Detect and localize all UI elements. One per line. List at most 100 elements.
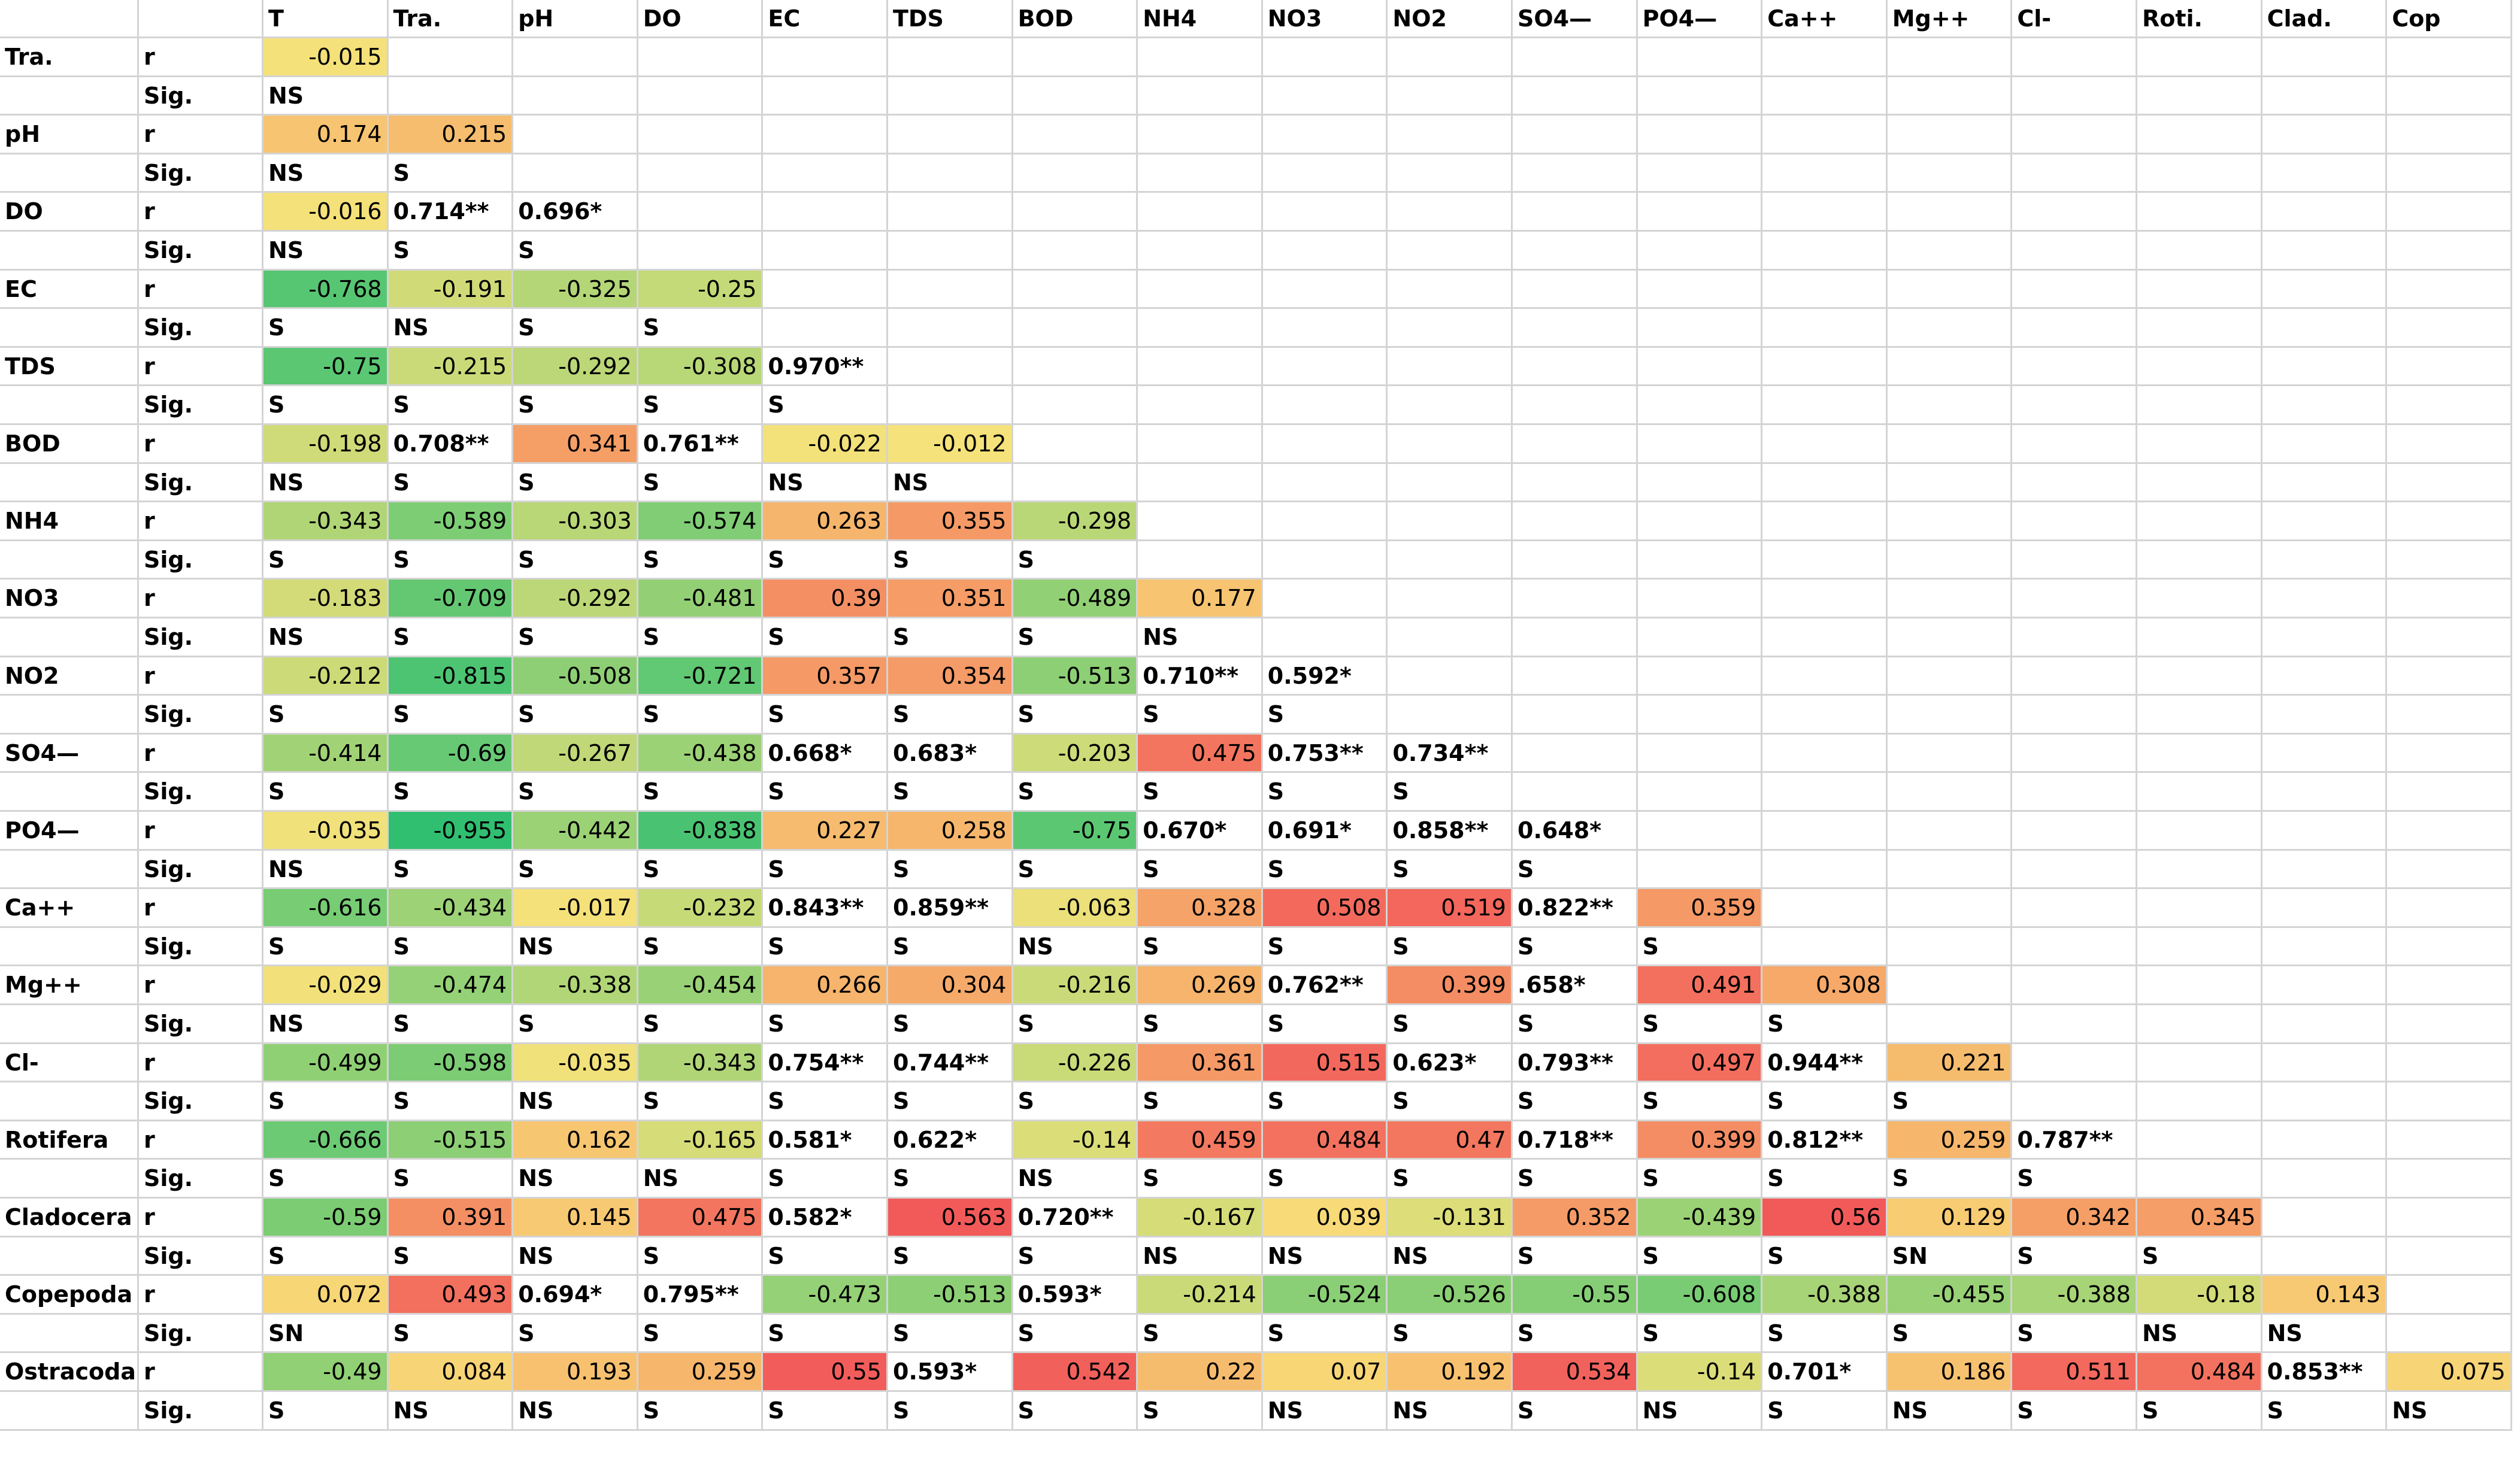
empty-cell — [2012, 232, 2137, 271]
correlation-value: -0.481 — [638, 580, 764, 618]
correlation-value: 0.753** — [1262, 734, 1388, 774]
empty-cell — [1762, 812, 1888, 851]
significance-value: S — [1887, 1160, 2013, 1199]
empty-cell — [1388, 116, 1513, 154]
row-label: NO2 — [0, 657, 139, 696]
stat-label-r: r — [139, 657, 263, 696]
empty-cell — [2262, 1160, 2388, 1199]
correlation-value: -0.029 — [263, 966, 389, 1005]
row-label-blank — [0, 154, 139, 193]
empty-cell — [888, 193, 1013, 232]
empty-cell — [2012, 1005, 2137, 1044]
empty-cell — [2387, 773, 2512, 812]
correlation-value: -0.063 — [1013, 889, 1138, 928]
empty-cell — [2387, 966, 2512, 1005]
empty-cell — [1637, 38, 1763, 77]
correlation-value: -0.14 — [1013, 1121, 1138, 1160]
empty-cell — [2387, 193, 2512, 232]
empty-cell — [2387, 657, 2512, 696]
significance-value: S — [1138, 773, 1263, 812]
empty-cell — [1637, 386, 1763, 425]
empty-cell — [1013, 386, 1138, 425]
row-label-blank — [0, 850, 139, 890]
stat-label-sig: Sig. — [139, 154, 263, 193]
empty-cell — [2387, 77, 2512, 116]
significance-value: NS — [513, 1237, 638, 1276]
correlation-value: 0.859** — [888, 889, 1013, 928]
empty-cell — [2012, 77, 2137, 116]
stat-label-r: r — [139, 889, 263, 928]
significance-value: S — [888, 1392, 1013, 1431]
correlation-value: 0.263 — [763, 502, 888, 541]
empty-cell — [2262, 38, 2388, 77]
empty-cell — [2012, 889, 2137, 928]
stat-label-sig: Sig. — [139, 850, 263, 890]
correlation-value: -0.215 — [388, 347, 514, 387]
significance-value: S — [1262, 1005, 1388, 1044]
row-label: SO4— — [0, 734, 139, 774]
empty-cell — [2012, 38, 2137, 77]
empty-cell — [2137, 116, 2262, 154]
empty-cell — [1138, 425, 1263, 464]
correlation-value: 0.622* — [888, 1121, 1013, 1160]
stat-label-sig: Sig. — [139, 1237, 263, 1276]
significance-value: S — [638, 1005, 764, 1044]
empty-cell — [1762, 773, 1888, 812]
empty-cell — [1637, 116, 1763, 154]
empty-cell — [1262, 618, 1388, 657]
significance-value: NS — [388, 1392, 514, 1431]
significance-value: S — [388, 232, 514, 271]
correlation-value: 0.853** — [2262, 1353, 2388, 1392]
empty-cell — [1138, 502, 1263, 541]
correlation-value: 0.582* — [763, 1199, 888, 1238]
significance-value: S — [1388, 1082, 1513, 1121]
significance-value: S — [1887, 1314, 2013, 1354]
correlation-value: 0.258 — [888, 812, 1013, 851]
empty-cell — [2387, 696, 2512, 735]
correlation-value: 0.345 — [2137, 1199, 2262, 1238]
significance-value: S — [1513, 1005, 1638, 1044]
row-label-blank — [0, 696, 139, 735]
empty-cell — [1262, 232, 1388, 271]
empty-cell — [2012, 773, 2137, 812]
empty-cell — [2137, 541, 2262, 580]
correlation-value: -0.75 — [263, 347, 389, 387]
row-label-blank — [0, 386, 139, 425]
correlation-value: 0.754** — [763, 1044, 888, 1083]
correlation-value: -0.388 — [2012, 1276, 2137, 1315]
empty-cell — [1887, 966, 2013, 1005]
significance-value: NS — [2137, 1314, 2262, 1354]
row-label: Cl- — [0, 1044, 139, 1083]
significance-value: S — [388, 154, 514, 193]
correlation-value: -0.442 — [513, 812, 638, 851]
empty-cell — [638, 38, 764, 77]
correlation-value: -0.183 — [263, 580, 389, 618]
significance-value: NS — [1388, 1237, 1513, 1276]
empty-cell — [1513, 77, 1638, 116]
empty-cell — [1013, 347, 1138, 387]
correlation-value: -0.414 — [263, 734, 389, 774]
significance-value: S — [763, 618, 888, 657]
significance-value: S — [1013, 1082, 1138, 1121]
correlation-value: -0.338 — [513, 966, 638, 1005]
significance-value: NS — [263, 77, 389, 116]
correlation-value: -0.25 — [638, 270, 764, 310]
significance-value: S — [513, 386, 638, 425]
correlation-value: -0.298 — [1013, 502, 1138, 541]
empty-cell — [763, 270, 888, 310]
empty-cell — [2137, 232, 2262, 271]
empty-cell — [2262, 618, 2388, 657]
correlation-value: -0.608 — [1637, 1276, 1763, 1315]
significance-value: S — [1513, 1082, 1638, 1121]
significance-value: S — [1013, 1392, 1138, 1431]
correlation-value: -0.303 — [513, 502, 638, 541]
empty-cell — [2012, 347, 2137, 387]
stat-label-r: r — [139, 812, 263, 851]
stat-label-r: r — [139, 1121, 263, 1160]
correlation-value: -0.226 — [1013, 1044, 1138, 1083]
empty-cell — [2262, 1082, 2388, 1121]
significance-value: S — [1138, 1005, 1263, 1044]
correlation-value: -0.49 — [263, 1353, 389, 1392]
empty-cell — [763, 116, 888, 154]
significance-value: S — [763, 773, 888, 812]
